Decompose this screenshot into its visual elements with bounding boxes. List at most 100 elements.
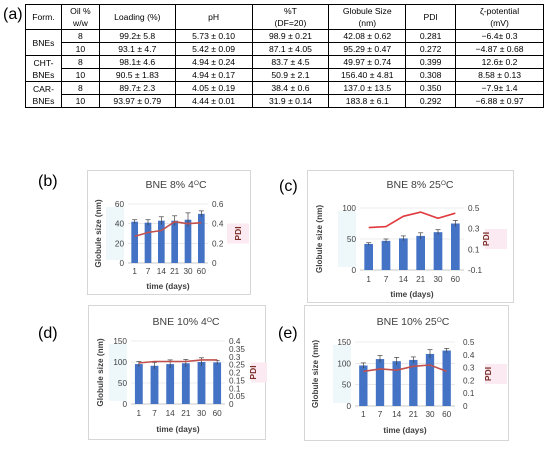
panel-letter-b: (b): [38, 173, 58, 190]
y2-tick-label: 0: [212, 259, 217, 268]
x-tick-label: 7: [378, 410, 383, 419]
bar: [150, 365, 159, 404]
header-transmittance: %T (DF=20): [251, 4, 330, 30]
cell-transmittance: 31.9 ± 0.14: [251, 94, 330, 108]
bar: [197, 362, 206, 404]
y-tick-label: 150: [337, 338, 351, 347]
y-tick-label: 0: [119, 259, 124, 268]
x-axis-title: time (days): [156, 425, 199, 434]
y2-tick-label: 0.1: [468, 245, 480, 254]
y2-tick-label: 0.4: [212, 220, 224, 229]
cell-transmittance: 83.7 ± 4.5: [251, 55, 330, 69]
x-tick-label: 7: [384, 275, 389, 284]
chart-panel-d: BNE 10% 4OC 0 50 100 150 0 0.05 0.1 0.15 0.2 0.25 0…: [88, 305, 267, 440]
x-axis-title: time (days): [146, 282, 189, 291]
x-tick-label: 21: [170, 267, 180, 276]
cell-transmittance: 98.9 ± 0.21: [251, 29, 330, 43]
table-row: BNEs 8 99.2± 5.8 5.73 ± 0.10 98.9 ± 0.21…: [25, 29, 544, 56]
y2-tick-label: -0.1: [468, 266, 483, 275]
header-form: Form.: [25, 4, 62, 30]
panel-letter-e: (e): [278, 325, 298, 342]
cell-ph: 4.44 ± 0.01: [174, 94, 253, 108]
table-row: 10 90.5 ± 1.83 4.94 ± 0.17 50.9 ± 2.1 15…: [26, 68, 544, 82]
cell-oil: 8: [60, 81, 100, 95]
chart-title: BNE 10% 25OC: [377, 316, 450, 328]
bar: [134, 364, 143, 404]
y2-tick-label: 0.1: [229, 384, 241, 393]
x-tick-label: 1: [132, 267, 137, 276]
cell-zeta: −6.88 ± 0.97: [455, 94, 544, 108]
y2-tick-label: 0.2: [463, 376, 475, 385]
y2-tick-label: 0.1: [463, 389, 475, 398]
chart-svg-d: BNE 10% 4OC05010015000.050.10.150.20.250…: [96, 316, 267, 434]
cell-oil: 10: [60, 94, 100, 108]
x-tick-label: 60: [213, 409, 223, 418]
bar: [158, 220, 165, 263]
table-header-row: Form. Oil % w/w Loading (%) pH %T (DF=20) …: [25, 4, 544, 30]
y-tick-label: 0: [346, 402, 351, 411]
table-row: CAR- BNEs 8 89.7± 2.3 4.05 ± 0.19 38.4 ± …: [25, 81, 544, 108]
y2-tick-label: 0.3: [463, 364, 475, 373]
cell-zeta: −4.87 ± 0.68: [455, 42, 544, 56]
bar: [451, 223, 460, 270]
bar: [392, 361, 401, 406]
panel-letter-a: (a): [3, 6, 23, 23]
cell-globule: 137.0 ± 13.5: [328, 81, 407, 95]
cell-oil: 8: [60, 55, 100, 69]
cell-globule: 95.29 ± 0.47: [328, 42, 407, 56]
chart-title: BNE 8% 4OC: [145, 179, 207, 191]
y-axis-title: Globule size (nm): [96, 338, 105, 407]
y-tick-label: 150: [113, 337, 127, 346]
y2-tick-label: 0.3: [229, 353, 241, 362]
y2-tick-label: 0.2: [212, 239, 224, 248]
x-tick-label: 7: [146, 267, 151, 276]
x-tick-label: 7: [152, 409, 157, 418]
y2-tick-label: 0.35: [229, 345, 245, 354]
header-oil: Oil % w/w: [60, 4, 100, 30]
y-tick-label: 100: [113, 358, 127, 367]
pdi-line: [368, 211, 456, 229]
x-tick-label: 21: [181, 409, 191, 418]
chart-panel-c: BNE 8% 25OC 0 50 100 -0.1 0.1 0.3 0.5 1 7 14 21 30 60…: [307, 170, 514, 303]
y-axis-title: Globule size (nm): [94, 199, 103, 268]
bar: [213, 362, 222, 404]
y-axis-title: Globule size (nm): [315, 205, 324, 274]
y-tick-label: 40: [115, 220, 125, 229]
y2-tick-label: 0.5: [468, 204, 480, 213]
x-tick-label: 60: [197, 267, 207, 276]
x-axis-title: time (days): [390, 290, 433, 299]
header-zeta: ζ-potential (mV): [455, 4, 544, 30]
cell-zeta: 12.6± 0.2: [455, 55, 544, 69]
bar: [181, 363, 190, 404]
cell-oil: 8: [60, 29, 100, 43]
cell-ph: 5.42 ± 0.09: [174, 42, 253, 56]
cell-oil: 10: [60, 42, 100, 56]
pdi-strip: [485, 229, 507, 249]
y-tick-label: 50: [347, 235, 357, 244]
y-tick-label: 20: [115, 239, 125, 248]
x-tick-label: 21: [409, 410, 419, 419]
cell-pdi: 0.281: [405, 29, 457, 43]
cell-oil: 10: [60, 68, 100, 82]
x-tick-label: 14: [157, 267, 167, 276]
y-tick-label: 100: [337, 359, 351, 368]
chart-svg-e: BNE 10% 25OC 0 50 100 150 0 0.1 0.2 0.3 0.4 0.5 1 7 1…: [311, 316, 507, 435]
y-tick-label: 0: [122, 400, 127, 409]
y2-tick-label: 0.4: [463, 351, 475, 360]
y2-tick-label: 0.2: [229, 369, 241, 378]
x-tick-label: 21: [416, 275, 426, 284]
chart-panel-e: BNE 10% 25OC 0 50 100 150 0 0.1 0.2 0.3 0.4 0.5 1 7 1…: [304, 305, 509, 441]
y2-axis-title: PDI: [248, 365, 258, 379]
cell-ph: 5.73 ± 0.10: [174, 29, 253, 43]
bar: [184, 219, 192, 263]
bar: [433, 232, 443, 270]
table-row: 10 93.97 ± 0.79 4.44 ± 0.01 31.9 ± 0.14 …: [26, 94, 544, 108]
y-axis-strip: [106, 207, 124, 260]
chart-panel-b: BNE 8% 4OC 0 20 40 60 0 0.2 0.4 0.6 1 7 14 21 30 60 tim…: [87, 170, 251, 295]
x-tick-label: 14: [392, 410, 402, 419]
y-tick-label: 50: [342, 381, 352, 390]
x-axis-title: time (days): [383, 426, 426, 435]
pdi-strip: [485, 364, 507, 384]
cell-globule: 156.40 ± 4.81: [328, 68, 407, 82]
x-tick-label: 30: [425, 410, 435, 419]
